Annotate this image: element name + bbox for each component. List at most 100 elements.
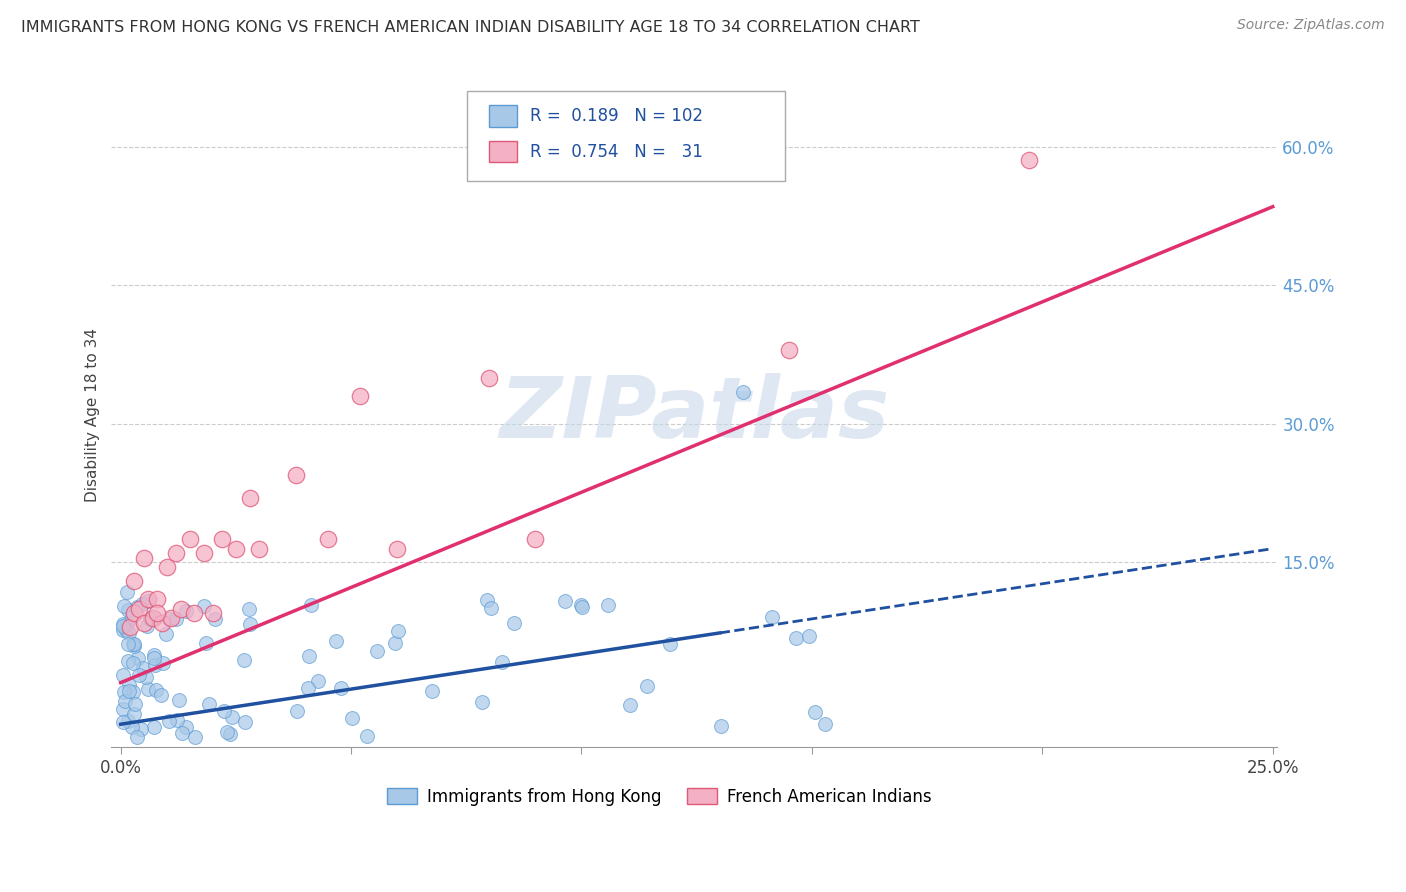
Point xyxy=(115,624,138,638)
Point xyxy=(117,654,139,668)
Point xyxy=(238,602,260,616)
Text: R =  0.189   N = 102: R = 0.189 N = 102 xyxy=(530,107,703,125)
Point xyxy=(325,633,347,648)
Point xyxy=(150,615,173,630)
Text: IMMIGRANTS FROM HONG KONG VS FRENCH AMERICAN INDIAN DISABILITY AGE 18 TO 34 CORR: IMMIGRANTS FROM HONG KONG VS FRENCH AMER… xyxy=(21,20,920,35)
Point xyxy=(221,710,243,724)
Point xyxy=(176,720,198,734)
Point xyxy=(132,615,155,630)
Text: ZIPatlas: ZIPatlas xyxy=(499,373,890,456)
Point xyxy=(142,648,165,662)
Point xyxy=(124,607,146,621)
Point xyxy=(384,636,406,650)
Point xyxy=(114,694,136,708)
Point xyxy=(804,706,827,720)
Point xyxy=(167,693,190,707)
Point xyxy=(117,714,139,728)
Point xyxy=(115,616,138,631)
Point xyxy=(329,681,352,695)
Point xyxy=(155,626,177,640)
Point xyxy=(118,678,141,692)
Point xyxy=(165,612,187,626)
Text: Source: ZipAtlas.com: Source: ZipAtlas.com xyxy=(1237,18,1385,32)
Point xyxy=(111,624,134,638)
Point xyxy=(124,707,146,722)
Point xyxy=(239,617,262,632)
Point xyxy=(569,599,592,613)
Point xyxy=(152,656,174,670)
Point xyxy=(166,714,188,728)
Point xyxy=(285,704,308,718)
Point xyxy=(122,637,145,651)
Point xyxy=(491,656,513,670)
Point xyxy=(284,467,307,482)
Point xyxy=(165,546,187,560)
Point xyxy=(387,624,409,638)
Point xyxy=(139,611,162,625)
Y-axis label: Disability Age 18 to 34: Disability Age 18 to 34 xyxy=(86,327,100,501)
Point xyxy=(136,593,159,607)
Point xyxy=(111,702,134,716)
Legend: Immigrants from Hong Kong, French American Indians: Immigrants from Hong Kong, French Americ… xyxy=(381,780,938,813)
Point xyxy=(157,612,180,626)
Point xyxy=(420,683,443,698)
Point xyxy=(247,541,270,556)
Point xyxy=(160,611,183,625)
Point xyxy=(131,722,153,736)
Point xyxy=(298,648,321,663)
Point xyxy=(112,599,135,613)
Point xyxy=(349,389,371,403)
Point xyxy=(193,546,215,560)
Point xyxy=(179,533,201,547)
Point xyxy=(132,661,155,675)
Point xyxy=(157,714,180,729)
Point xyxy=(127,599,149,614)
Point xyxy=(297,681,319,695)
Point xyxy=(117,603,139,617)
Point xyxy=(128,601,150,615)
Point xyxy=(121,610,143,624)
Point xyxy=(239,491,262,505)
Point xyxy=(201,607,224,621)
Point xyxy=(111,617,134,632)
Point xyxy=(124,698,146,712)
Point xyxy=(170,726,193,740)
Point xyxy=(112,684,135,698)
Point xyxy=(212,704,235,718)
Point xyxy=(232,653,254,667)
Point xyxy=(316,533,339,547)
Point xyxy=(340,711,363,725)
Point xyxy=(193,599,215,613)
Point xyxy=(571,599,593,614)
Point xyxy=(135,670,157,684)
Point xyxy=(143,658,166,673)
Point xyxy=(356,729,378,743)
Point xyxy=(127,650,149,665)
Point xyxy=(146,592,169,607)
Point xyxy=(211,533,233,547)
Point xyxy=(131,597,153,611)
Point xyxy=(478,370,501,384)
Point xyxy=(122,639,145,653)
Text: R =  0.754   N =   31: R = 0.754 N = 31 xyxy=(530,143,703,161)
Point xyxy=(143,610,166,624)
Point xyxy=(731,384,754,399)
Point xyxy=(598,598,620,612)
Point xyxy=(479,601,502,615)
Point xyxy=(111,619,134,633)
Point xyxy=(307,673,329,688)
Point xyxy=(477,592,499,607)
Point xyxy=(184,731,207,745)
Point xyxy=(111,714,134,729)
Point xyxy=(143,651,166,665)
Point xyxy=(115,585,138,599)
Point xyxy=(636,680,658,694)
Point xyxy=(118,684,141,698)
Point xyxy=(366,644,388,658)
Point xyxy=(136,618,159,632)
Point xyxy=(143,720,166,734)
Point xyxy=(503,615,526,630)
Point xyxy=(785,631,807,645)
Point xyxy=(710,719,733,733)
Point xyxy=(121,656,143,670)
